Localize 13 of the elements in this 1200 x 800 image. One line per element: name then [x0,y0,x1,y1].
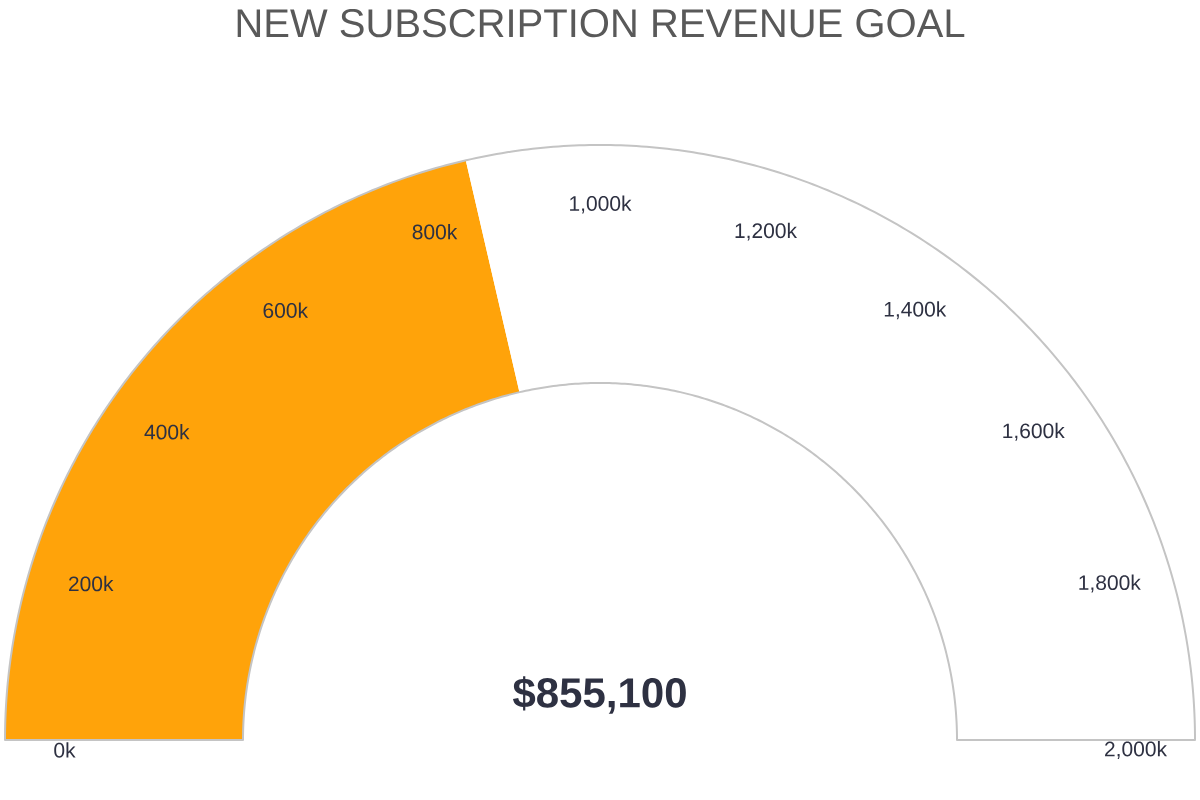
text: $855,100 [512,676,686,714]
text: 1,200k [735,222,798,241]
text: 1,600k [1003,422,1065,441]
text: 400k [144,424,190,440]
text: 200k [69,575,114,592]
text: NEW SUBSCRIPTION REVENUE GOAL [237,9,965,38]
text: 0k [54,742,76,758]
text: 2,000k [1105,741,1168,759]
text: 600k [263,302,309,318]
text: 1,800k [1079,574,1141,593]
text: 1,000k [570,195,632,214]
text: 800k [412,223,458,240]
text: 1,400k [884,301,947,320]
